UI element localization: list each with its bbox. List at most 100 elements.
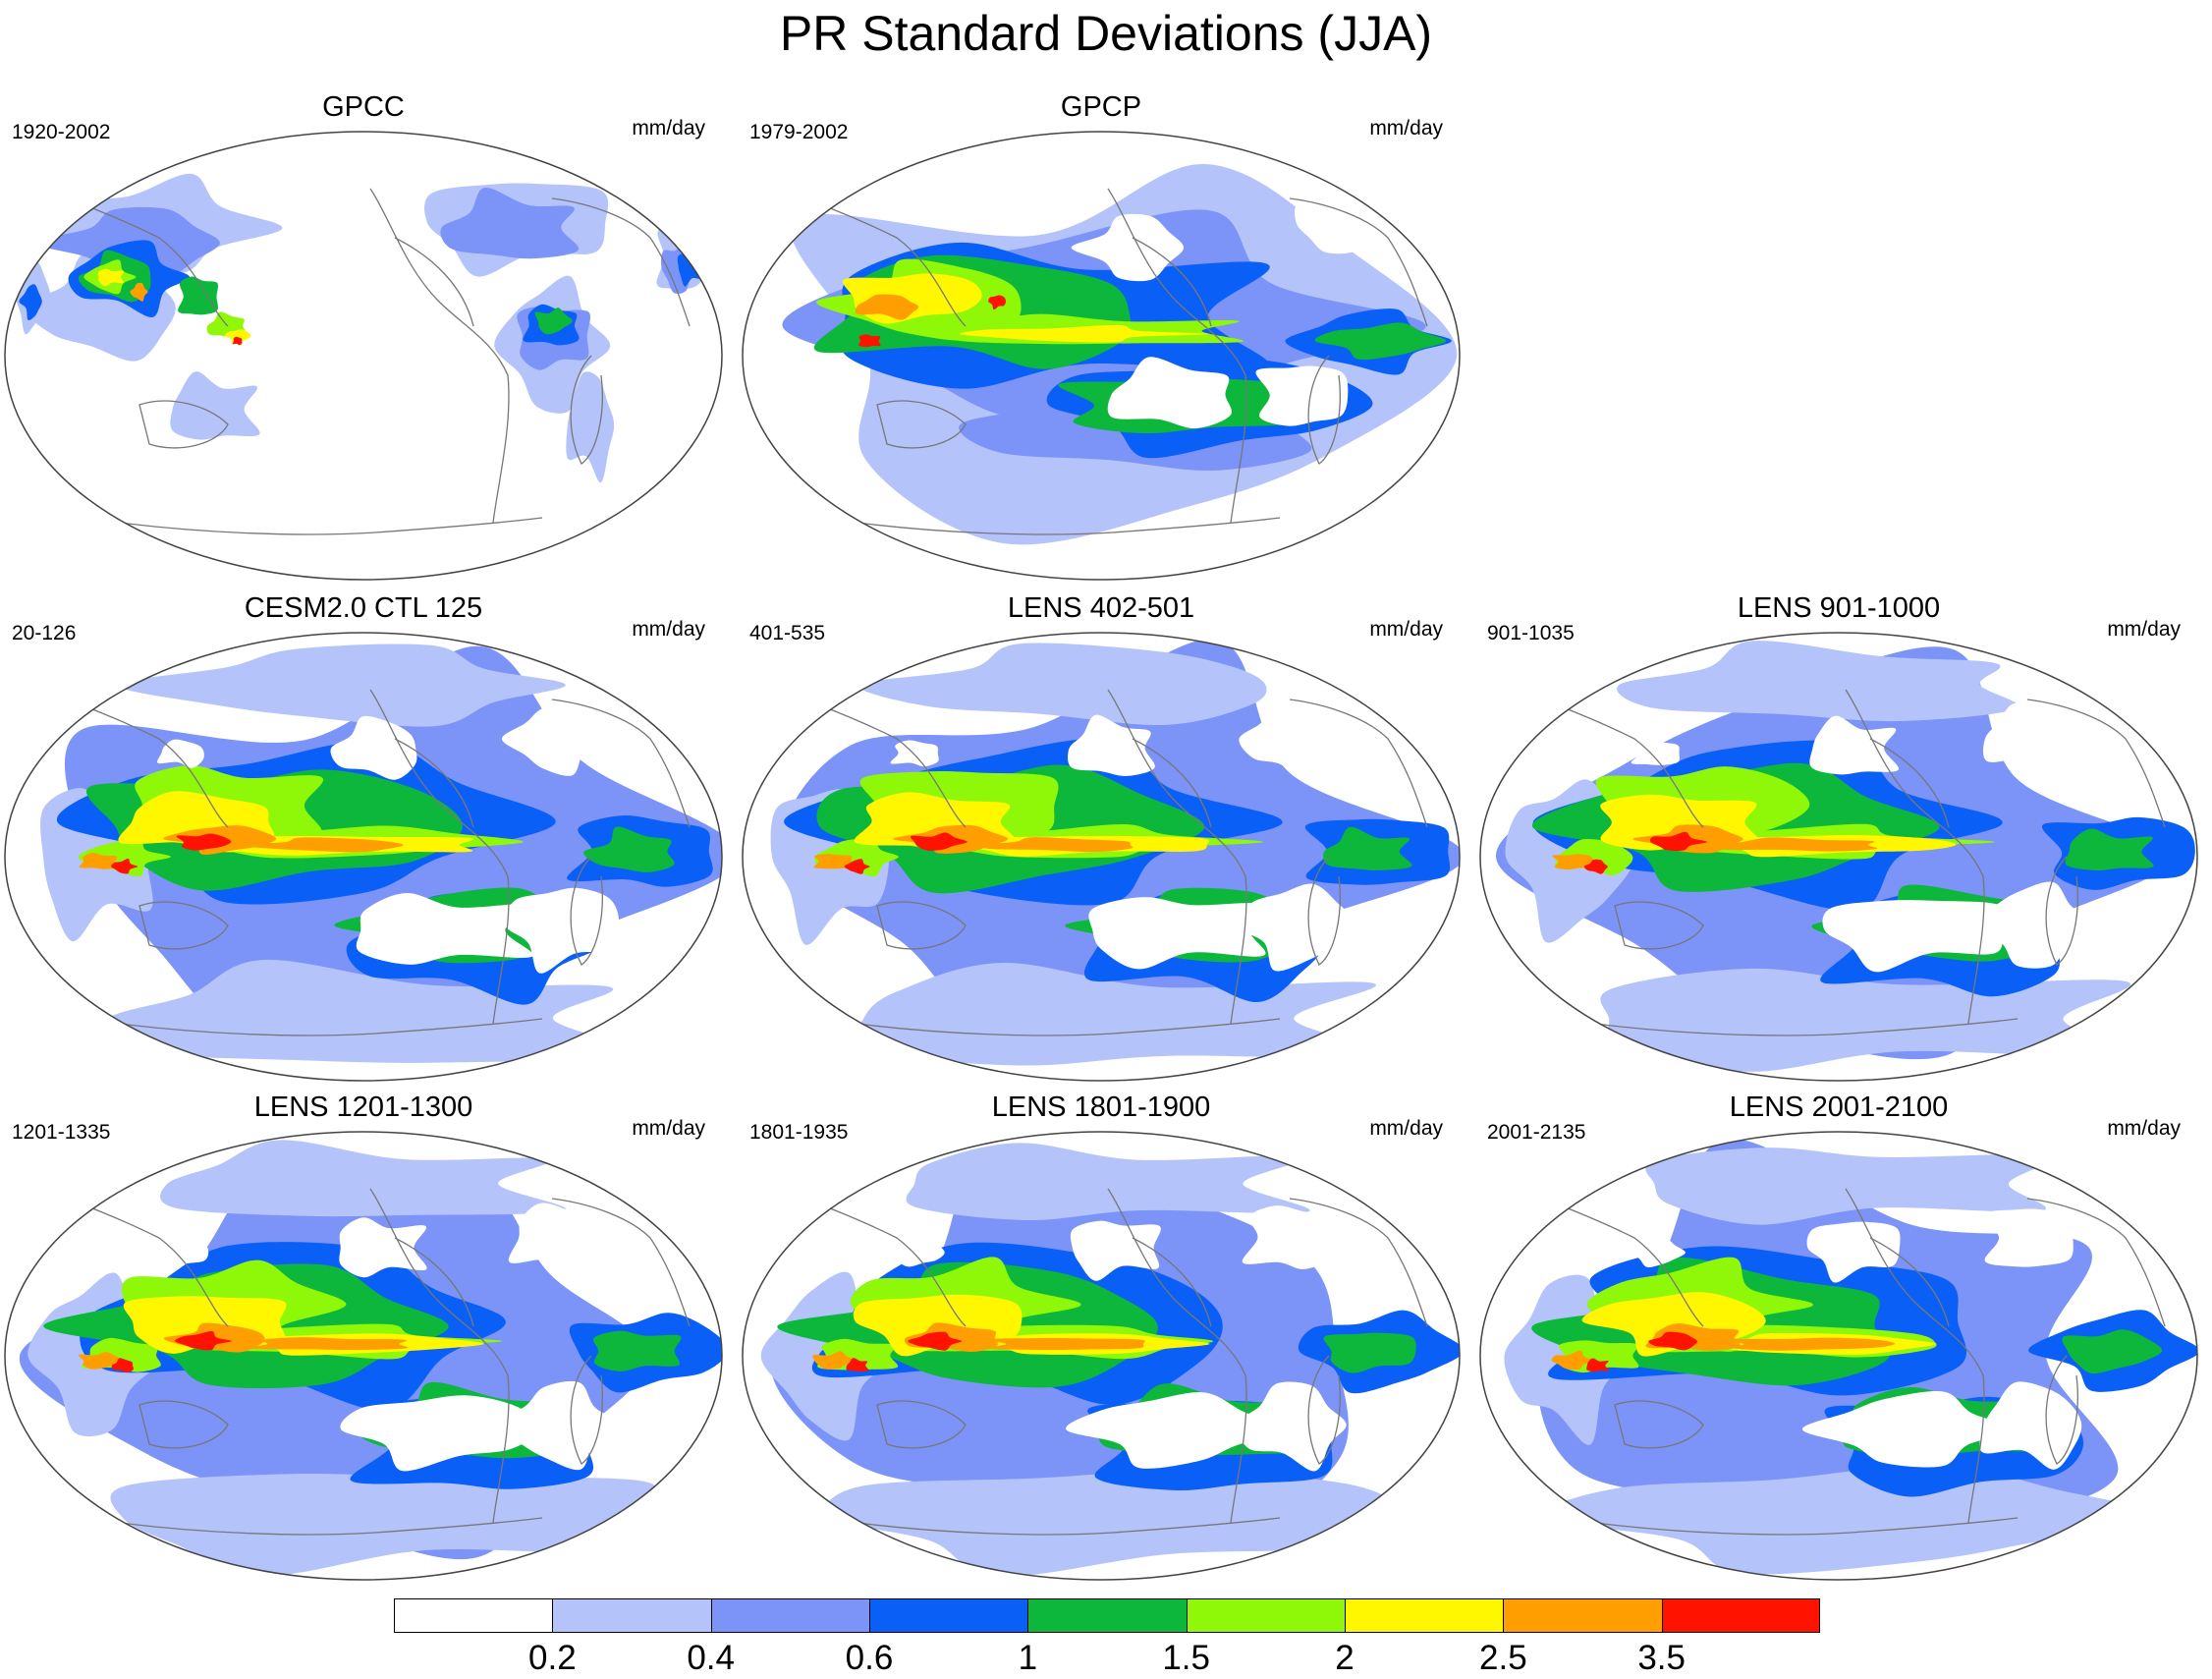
map-panel-gpcp: GPCP 1979-2002 mm/day bbox=[740, 90, 1463, 582]
map-panel-lens-2001-2100: LENS 2001-2100 2001-2135 mm/day bbox=[1477, 1091, 2200, 1582]
precip-contour bbox=[19, 284, 42, 321]
precip-contour bbox=[1071, 213, 1185, 282]
precip-contour bbox=[959, 324, 1210, 343]
precip-contour bbox=[988, 295, 1006, 310]
coastline bbox=[570, 856, 603, 966]
precip-contour bbox=[504, 887, 620, 974]
panel-title: LENS 1801-1900 bbox=[991, 1091, 1211, 1123]
colorbar-tick-label: 2 bbox=[1335, 1639, 1355, 1677]
precip-contour bbox=[110, 1474, 657, 1576]
precip-contour bbox=[1239, 702, 1335, 778]
panel-units: mm/day bbox=[2107, 1117, 2181, 1140]
precip-contour bbox=[857, 334, 881, 348]
coastline bbox=[119, 1517, 543, 1536]
precip-contour bbox=[356, 892, 533, 965]
colorbar-swatch bbox=[1661, 1598, 1820, 1633]
panel-title: GPCC bbox=[322, 91, 405, 123]
panel-period: 2001-2135 bbox=[1487, 1121, 1586, 1144]
coastline bbox=[119, 517, 543, 535]
precip-contour bbox=[1645, 1147, 2052, 1225]
panel-period: 1201-1335 bbox=[12, 1121, 111, 1144]
panel-units: mm/day bbox=[632, 117, 705, 140]
precip-contour bbox=[1552, 854, 1594, 870]
precip-contour bbox=[1717, 1337, 1896, 1351]
precip-contour bbox=[55, 187, 683, 531]
map-panel-lens-901-1000: LENS 901-1000 901-1035 mm/day bbox=[1477, 591, 2200, 1083]
panel-title: LENS 402-501 bbox=[1007, 592, 1195, 624]
precip-contour bbox=[1617, 641, 2019, 722]
panel-units: mm/day bbox=[1369, 1117, 1443, 1140]
coastline bbox=[1594, 1018, 2018, 1036]
precip-contour bbox=[983, 1338, 1145, 1351]
precip-contour bbox=[1233, 883, 1356, 972]
precip-contour bbox=[1982, 702, 2071, 777]
panel-title: LENS 2001-2100 bbox=[1729, 1091, 1949, 1123]
precip-contour bbox=[1551, 1350, 1598, 1371]
precip-contour bbox=[497, 1380, 619, 1471]
precip-contour bbox=[1984, 1208, 2074, 1267]
coastline bbox=[138, 1400, 229, 1449]
panel-title: GPCP bbox=[1060, 91, 1142, 123]
coastline bbox=[2026, 1198, 2166, 1327]
robinson-map bbox=[742, 1131, 1461, 1581]
panel-units: mm/day bbox=[632, 1117, 705, 1140]
robinson-map bbox=[1479, 1131, 2198, 1581]
precip-contour bbox=[111, 858, 138, 874]
precip-contour bbox=[1314, 322, 1447, 361]
colorbar-swatch bbox=[552, 1598, 711, 1633]
map-outline bbox=[1479, 1131, 2198, 1581]
panel-units: mm/day bbox=[2107, 618, 2181, 641]
panel-units: mm/day bbox=[1369, 117, 1443, 140]
coastline bbox=[1132, 237, 1212, 327]
precip-contour bbox=[1322, 826, 1412, 870]
coastline bbox=[1594, 1517, 2018, 1536]
robinson-map bbox=[1479, 632, 2198, 1082]
precip-contour bbox=[1066, 1392, 1277, 1469]
panel-period: 20-126 bbox=[12, 622, 77, 644]
precip-contour bbox=[844, 859, 870, 874]
coastline bbox=[570, 1355, 603, 1465]
colorbar-tick-label: 0.6 bbox=[845, 1639, 894, 1677]
precip-contour bbox=[1631, 1238, 1686, 1267]
precip-contour bbox=[858, 643, 1267, 726]
precip-contour bbox=[1648, 1331, 1697, 1351]
precip-contour bbox=[1255, 365, 1349, 426]
coastline bbox=[1614, 1400, 1704, 1449]
coastline bbox=[876, 400, 967, 449]
precip-contour bbox=[97, 268, 125, 287]
panel-period: 401-535 bbox=[749, 622, 826, 644]
coastline bbox=[1289, 699, 1428, 828]
precip-contour bbox=[1070, 1220, 1161, 1281]
panel-title: LENS 1201-1300 bbox=[253, 1091, 473, 1123]
precip-contour bbox=[1631, 741, 1681, 765]
precip-contour bbox=[1979, 1381, 2082, 1470]
coastline bbox=[1289, 197, 1428, 327]
coastline bbox=[138, 901, 229, 950]
coastline bbox=[551, 197, 691, 327]
precip-contour bbox=[583, 826, 675, 872]
precip-contour bbox=[1586, 1358, 1610, 1372]
precip-contour bbox=[176, 833, 232, 851]
colorbar-tick-label: 0.4 bbox=[687, 1639, 735, 1677]
precip-contour bbox=[906, 1143, 1310, 1221]
colorbar-tick-label: 1 bbox=[1018, 1639, 1038, 1677]
map-outline bbox=[4, 1131, 723, 1581]
precip-contour bbox=[855, 294, 919, 320]
precip-contour bbox=[78, 1352, 124, 1370]
panel-period: 901-1035 bbox=[1487, 622, 1575, 644]
coastline bbox=[394, 1237, 474, 1327]
coastline bbox=[1869, 738, 1950, 828]
coastline bbox=[857, 1018, 1281, 1036]
colorbar-tick-label: 1.5 bbox=[1162, 1639, 1210, 1677]
figure-title: PR Standard Deviations (JJA) bbox=[779, 6, 1433, 61]
coastline bbox=[369, 689, 510, 1025]
colorbar-swatch bbox=[710, 1598, 869, 1633]
coastline bbox=[1845, 1188, 1985, 1524]
precip-contour bbox=[340, 1395, 539, 1472]
precip-contour bbox=[890, 740, 939, 767]
map-panel-gpcc: GPCC 1920-2002 mm/day bbox=[2, 90, 725, 582]
map-outline bbox=[742, 1131, 1461, 1581]
coastline bbox=[1107, 689, 1247, 1025]
precip-contour bbox=[224, 329, 251, 344]
coastline bbox=[876, 901, 967, 950]
